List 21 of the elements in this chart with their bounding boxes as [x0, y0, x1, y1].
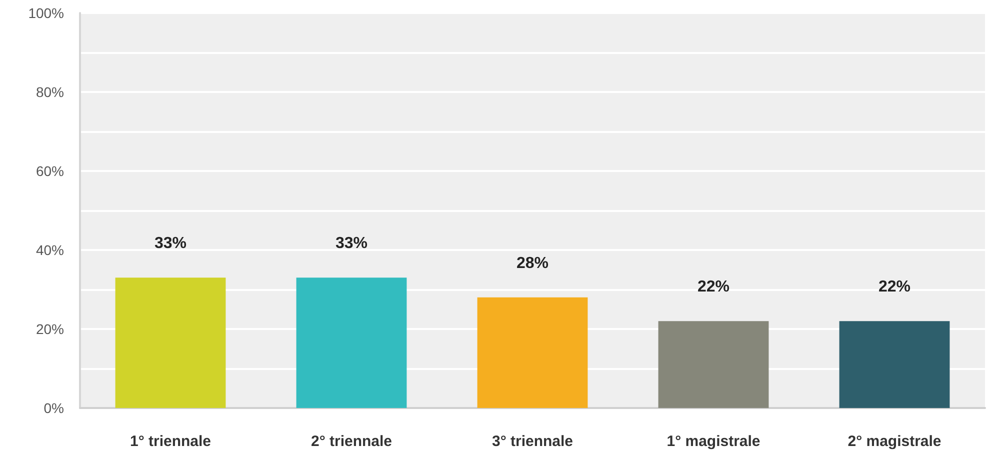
y-tick-label: 80%	[36, 84, 64, 100]
x-tick-label: 1° magistrale	[666, 433, 760, 450]
data-label: 28%	[516, 254, 549, 272]
y-tick-label: 100%	[28, 5, 64, 21]
bar	[477, 297, 588, 408]
y-tick-label: 20%	[36, 321, 64, 337]
y-tick-label: 60%	[36, 163, 64, 179]
x-tick-label: 2° triennale	[310, 433, 392, 450]
data-label: 33%	[335, 235, 368, 252]
x-tick-label: 3° triennale	[492, 433, 574, 450]
x-tick-label: 2° magistrale	[848, 433, 942, 450]
bar	[296, 278, 407, 408]
data-label: 33%	[154, 235, 187, 252]
data-label: 22%	[697, 278, 730, 296]
y-tick-label: 40%	[36, 242, 64, 258]
bar	[658, 321, 769, 408]
data-label: 22%	[878, 278, 911, 296]
y-tick-label: 0%	[44, 400, 64, 416]
x-tick-label: 1° triennale	[130, 433, 212, 450]
bar	[839, 321, 950, 408]
bar	[115, 278, 226, 408]
